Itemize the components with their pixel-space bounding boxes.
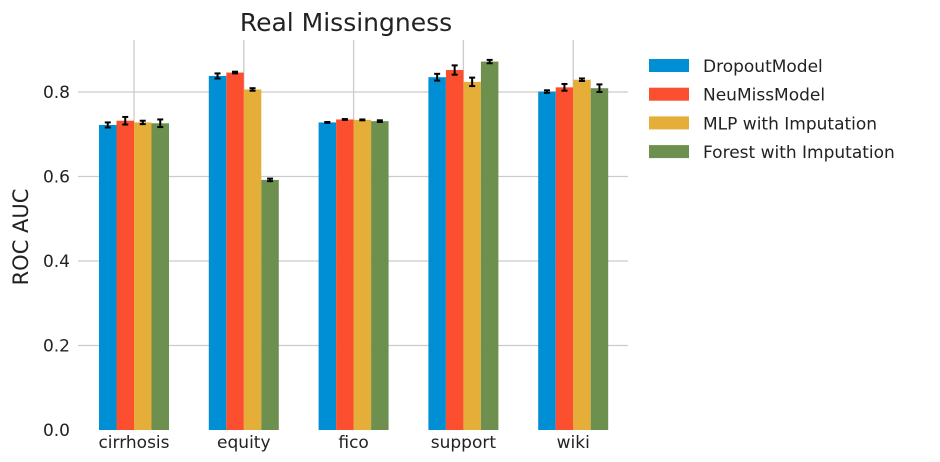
legend-label: DropoutModel [703,57,823,77]
legend-swatch [649,87,689,101]
bar [573,79,591,430]
x-tick-label: equity [217,433,270,453]
bar [538,91,556,430]
bar [116,120,134,430]
legend: DropoutModel NeuMissModel MLP with Imputat… [649,57,895,163]
legend-swatch [649,145,689,159]
x-tick-label: cirrhosis [98,433,169,453]
bars [99,61,609,431]
bar [134,122,152,431]
x-tick-label: fico [338,433,368,453]
bar [99,124,117,430]
x-tick-label: support [431,433,497,453]
bar [261,179,279,430]
bar [555,87,574,430]
legend-label: NeuMissModel [703,86,825,106]
legend-label: MLP with Imputation [703,114,877,134]
legend-label: Forest with Imputation [703,143,895,163]
bar [590,88,609,430]
y-axis-label: ROC AUC [9,189,33,286]
bar [318,122,337,431]
bar [428,77,446,431]
bar [336,119,354,431]
chart-title: Real Missingness [240,8,452,37]
y-tick-label: 0.0 [43,421,70,441]
legend-swatch [649,116,689,130]
bar [243,89,262,430]
bar [371,121,389,430]
y-tick-label: 0.8 [43,83,70,103]
error-bars [104,58,603,183]
bar [226,72,244,430]
bar [445,70,464,430]
y-axis-ticks: 0.0 0.2 0.4 0.6 0.8 [43,83,70,441]
bar [151,123,169,430]
x-tick-label: wiki [557,433,590,453]
y-tick-label: 0.2 [43,337,70,357]
bar [463,81,481,431]
legend-swatch [649,59,689,72]
y-tick-label: 0.6 [43,168,70,188]
y-tick-label: 0.4 [43,252,70,272]
x-axis-ticks: cirrhosis equity fico support wiki [98,433,589,453]
bar [353,119,372,430]
bar [208,75,227,430]
bar [480,61,499,431]
